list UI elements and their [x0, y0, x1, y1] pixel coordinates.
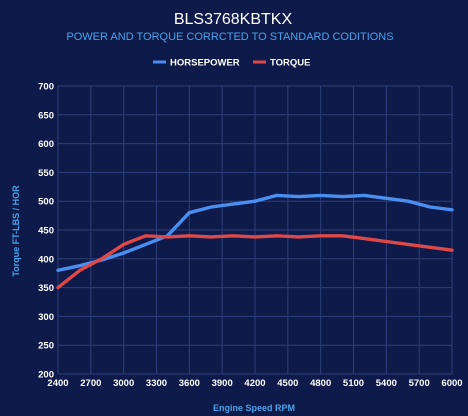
chart-title: BLS3768KBTKX	[174, 11, 293, 28]
y-tick-label: 450	[38, 226, 54, 237]
y-tick-label: 600	[38, 139, 54, 150]
y-tick-label: 500	[38, 197, 54, 208]
x-tick-label: 3000	[113, 378, 134, 389]
x-tick-label: 5100	[343, 378, 364, 389]
x-axis-label: Engine Speed RPM	[213, 403, 295, 413]
legend-label-torque: TORQUE	[270, 58, 310, 69]
x-tick-label: 2400	[47, 378, 68, 389]
y-tick-label: 200	[38, 370, 54, 381]
y-tick-label: 650	[38, 110, 54, 121]
x-tick-label: 6000	[441, 378, 462, 389]
x-tick-label: 3600	[179, 378, 200, 389]
y-tick-label: 400	[38, 254, 54, 265]
x-tick-label: 3300	[146, 378, 167, 389]
y-tick-label: 700	[38, 82, 54, 93]
y-tick-label: 550	[38, 168, 54, 179]
x-tick-label: 5400	[376, 378, 397, 389]
y-axis-ticks: 200 250 300 350 400 450 500 550 600 650 700	[38, 82, 54, 381]
series-line-horsepower	[56, 193, 454, 272]
x-tick-label: 3900	[212, 378, 233, 389]
legend-label-horsepower: HORSEPOWER	[170, 58, 240, 69]
x-tick-label: 4200	[244, 378, 265, 389]
series	[56, 193, 454, 290]
y-tick-label: 250	[38, 341, 54, 352]
legend: HORSEPOWER TORQUE	[153, 58, 310, 69]
series-line-torque	[56, 234, 454, 290]
x-axis-ticks: 2400 2700 3000 3300 3600 3900 4200 4500 4800 5100…	[47, 378, 462, 389]
grid	[57, 85, 453, 375]
x-tick-label: 5700	[409, 378, 430, 389]
y-tick-label: 350	[38, 283, 54, 294]
x-tick-label: 4800	[310, 378, 331, 389]
x-tick-label: 4500	[277, 378, 298, 389]
y-axis-label: Torque FT-LBS / HOR	[11, 185, 21, 277]
x-tick-label: 2700	[80, 378, 101, 389]
chart-subtitle: POWER AND TORQUE CORRCTED TO STANDARD CO…	[66, 31, 393, 43]
y-tick-label: 300	[38, 312, 54, 323]
